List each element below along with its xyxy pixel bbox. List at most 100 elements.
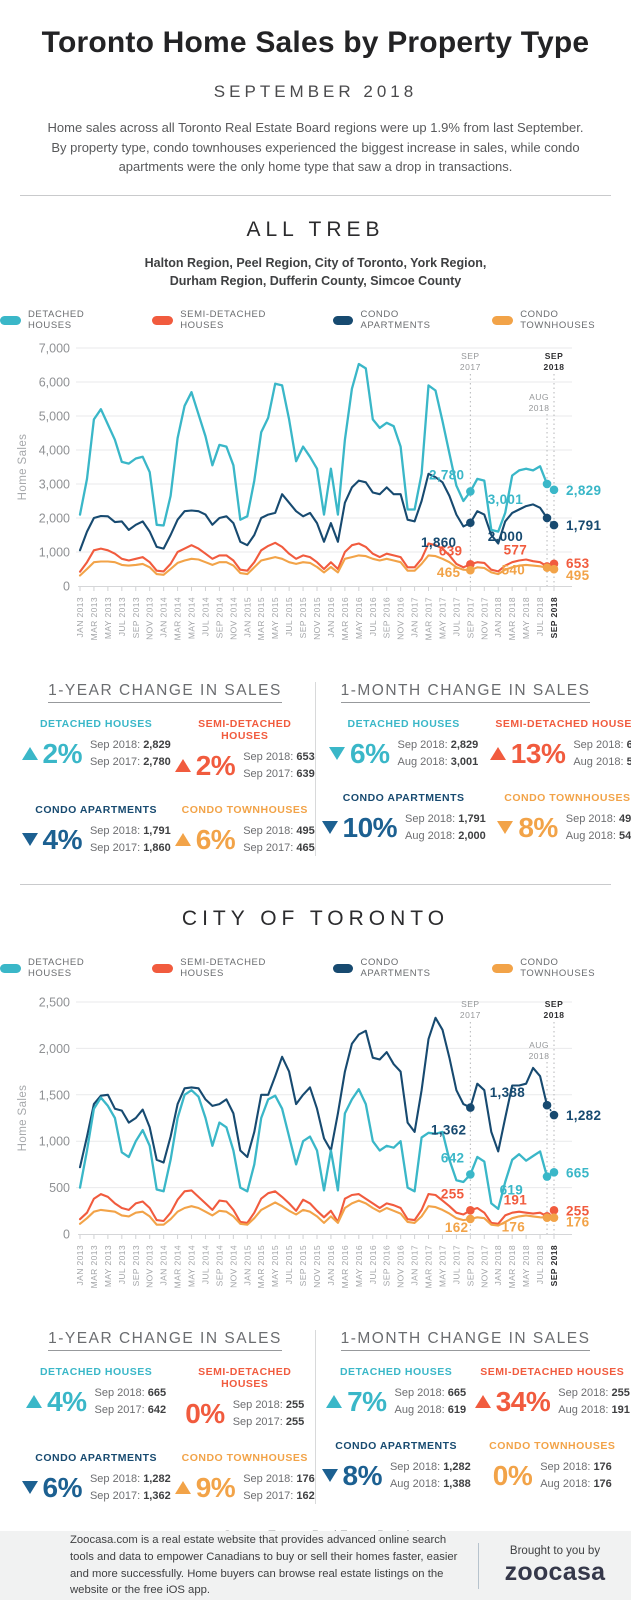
x-axis-month-label: MAR 2013 (89, 1245, 99, 1288)
x-axis-month-label: JUL 2014 (200, 1245, 210, 1284)
stat-value-row: 2% Sep 2018: 653 Sep 2017: 639 (174, 749, 315, 782)
arrow-down-icon (329, 747, 346, 760)
page-subtitle: SEPTEMBER 2018 (213, 82, 418, 101)
x-axis-month-label: JAN 2015 (242, 597, 252, 638)
stat-value-row: 9% Sep 2018: 176 Sep 2017: 162 (174, 1471, 315, 1504)
stat-line: Aug 2018: 3,001 (397, 755, 479, 768)
x-axis-month-label: NOV 2017 (479, 1245, 489, 1288)
legend-label: SEMI-DETACHED HOUSES (180, 957, 266, 979)
stat-comparison-values: Sep 2018: 1,791 Aug 2018: 2,000 (405, 811, 486, 844)
stat-line: Sep 2017: 465 (243, 841, 315, 854)
stat-line: Aug 2018: 191 (558, 1403, 630, 1416)
y-axis-tick-label: 6,000 (39, 376, 70, 390)
stat-line: Sep 2017: 642 (94, 1403, 167, 1416)
arrow-down-icon (21, 833, 38, 846)
value-label-condo_townhouses-sep_2018: 176 (566, 1215, 590, 1230)
stat-title: CONDO APARTMENTS (335, 1440, 457, 1452)
x-axis-month-label: MAY 2018 (521, 597, 531, 639)
x-axis-month-label: MAY 2015 (270, 597, 280, 639)
footer-brand: Brought to you by zoocasa (479, 1545, 631, 1587)
value-label-detached-sep_2018: 2,829 (566, 483, 601, 498)
percent-change: 9% (195, 1471, 236, 1503)
stat-value-row: 6% Sep 2018: 2,829 Aug 2018: 3,001 (322, 737, 486, 770)
x-axis-month-label: JAN 2014 (159, 1245, 169, 1286)
legend-label: DETACHED HOUSES (27, 309, 85, 331)
y-axis-tick-label: 2,500 (39, 996, 70, 1010)
data-point-detached (466, 487, 475, 496)
data-point-condo_apartments (549, 1110, 559, 1120)
condo_townhouses-swatch-icon (492, 963, 514, 973)
stat-condo_apartments: CONDO APARTMENTS 8% Sep 2018: 1,282 Aug 201… (321, 1440, 471, 1492)
stat-title: CONDO TOWNHOUSES (181, 804, 308, 816)
stats-heading-one-year: 1-YEAR CHANGE IN SALES (22, 682, 309, 703)
stat-comparison-values: Sep 2018: 653 Sep 2017: 639 (243, 749, 315, 782)
series-line-condo_apartments (78, 472, 549, 552)
stat-comparison-values: Sep 2018: 495 Sep 2017: 465 (243, 823, 315, 856)
legend-label: CONDO TOWNHOUSES (520, 309, 596, 331)
annotation-label-sep_2018: 2018 (544, 1010, 565, 1020)
stat-comparison-values: Sep 2018: 255 Sep 2017: 255 (233, 1397, 305, 1430)
arrow-up-icon (174, 833, 191, 846)
x-axis-month-label: SEP 2014 (214, 597, 224, 638)
data-point-detached (542, 1172, 552, 1181)
stat-value-row: 4% Sep 2018: 665 Sep 2017: 642 (22, 1385, 171, 1418)
value-label-condo_townhouses-sep_2017: 465 (437, 565, 461, 580)
x-axis-month-label: MAR 2016 (340, 597, 350, 640)
x-axis-month-label: JUL 2013 (117, 1245, 127, 1284)
annotation-label-sep_2018: SEP (545, 999, 564, 1009)
stat-line: Sep 2018: 2,829 (397, 739, 479, 751)
stats-city: 1-YEAR CHANGE IN SALES DETACHED HOUSES 4%… (16, 1330, 630, 1504)
stat-value-row: 2% Sep 2018: 2,829 Sep 2017: 2,780 (21, 737, 171, 770)
x-axis-month-label: MAY 2013 (103, 597, 113, 639)
data-point-condo_townhouses (466, 1214, 475, 1224)
section-divider (20, 884, 611, 885)
stat-detached: DETACHED HOUSES 7% Sep 2018: 665 Aug 2018: … (322, 1366, 471, 1418)
stat-title: CONDO TOWNHOUSES (504, 792, 631, 804)
stat-line: Sep 2017: 639 (243, 767, 315, 780)
x-axis-month-label: SEP 2017 (465, 597, 475, 638)
stat-title: CONDO APARTMENTS (35, 804, 157, 816)
stat-value-row: 4% Sep 2018: 1,791 Sep 2017: 1,860 (21, 823, 171, 856)
region-list: Halton Region, Peel Region, City of Toro… (0, 254, 631, 292)
x-axis-month-label: SEP 2017 (465, 1245, 475, 1286)
data-point-condo_townhouses (549, 1213, 559, 1222)
x-axis-month-label: JAN 2016 (326, 597, 336, 638)
chart-city-of-toronto: 0 500 1,000 1,500 2,000 2,500 Home Sales JAN 20… (17, 996, 601, 1289)
legend-label: CONDO APARTMENTS (360, 957, 431, 979)
x-axis-month-label: MAY 2014 (187, 1245, 197, 1287)
x-axis-month-label: NOV 2013 (145, 597, 155, 640)
arrow-down-icon (21, 1481, 38, 1494)
data-point-detached (466, 1170, 475, 1179)
annotation-label-sep_2018: 2018 (544, 362, 565, 372)
annotation-label-aug_2018: 2018 (529, 1051, 550, 1061)
stat-title: CONDO TOWNHOUSES (489, 1440, 616, 1452)
percent-change: 34% (495, 1385, 551, 1417)
stat-detached: DETACHED HOUSES 6% Sep 2018: 2,829 Aug 2018… (322, 718, 486, 770)
legend-all-treb: DETACHED HOUSES SEMI-DETACHED HOUSES CONDO… (0, 309, 631, 331)
percent-change: 6% (42, 1471, 83, 1503)
stats-one-month: 1-MONTH CHANGE IN SALES DETACHED HOUSES 7… (316, 1330, 630, 1504)
section-title-all-treb: ALL TREB (246, 217, 385, 241)
stat-semi_detached: SEMI-DETACHED HOUSES 13% Sep 2018: 653 Aug … (489, 718, 631, 770)
data-point-semi_detached (466, 559, 475, 569)
y-axis-tick-label: 1,000 (39, 546, 70, 560)
stat-value-row: 8% Sep 2018: 495 Aug 2018: 540 (490, 811, 631, 844)
stat-condo_townhouses: CONDO TOWNHOUSES 6% Sep 2018: 495 Sep 2017:… (174, 804, 315, 856)
data-point-semi_detached (466, 1206, 475, 1215)
x-axis-month-label: SEP 2016 (382, 597, 392, 638)
x-axis-month-label: SEP 2015 (298, 597, 308, 638)
x-axis-month-label: MAY 2016 (354, 597, 364, 639)
value-label-semi_detached-sep_2017: 255 (441, 1186, 465, 1201)
x-axis-month-label: JUL 2015 (284, 1245, 294, 1284)
stat-line: Sep 2017: 2,780 (89, 755, 171, 768)
data-point-condo_apartments (549, 520, 559, 530)
value-label-detached-sep_2017: 642 (441, 1150, 464, 1165)
y-axis-tick-label: 500 (49, 1181, 70, 1195)
legend-label: CONDO APARTMENTS (360, 309, 431, 331)
series-line-detached (78, 1088, 549, 1211)
arrow-down-icon (321, 1469, 338, 1482)
series-line-semi_detached (78, 1189, 549, 1225)
stat-semi_detached: SEMI-DETACHED HOUSES 34% Sep 2018: 255 Aug … (474, 1366, 630, 1418)
legend-item-semi_detached: SEMI-DETACHED HOUSES (152, 957, 306, 979)
